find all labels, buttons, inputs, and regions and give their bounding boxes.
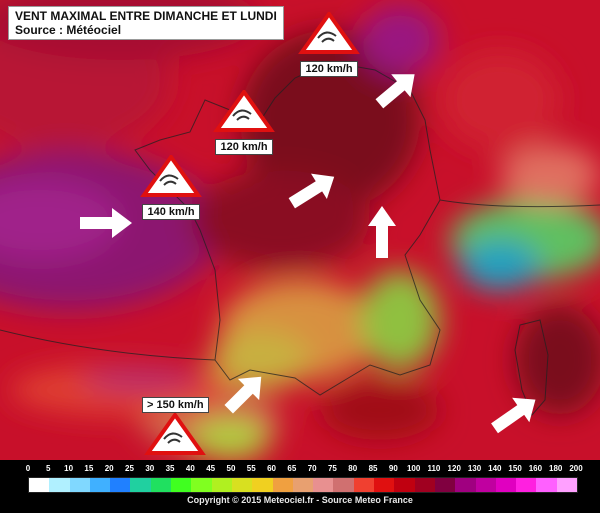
wind-warning-pyrenees: > 150 km/h xyxy=(142,395,209,460)
wind-warning-icon xyxy=(298,10,360,54)
legend-tick-label: 60 xyxy=(267,464,276,473)
wind-warning-icon xyxy=(144,411,207,455)
wind-warning-brittany: 140 km/h xyxy=(140,153,202,220)
legend-swatch xyxy=(49,478,70,492)
legend-swatch xyxy=(434,478,456,492)
legend-swatch xyxy=(171,478,192,492)
legend-swatch xyxy=(374,478,395,492)
legend-tick-label: 55 xyxy=(246,464,256,473)
legend-swatch xyxy=(495,478,517,492)
legend-tick-label: 100 xyxy=(406,464,421,473)
wind-warning-normandy: 120 km/h xyxy=(213,88,275,155)
wind-arrow-icon xyxy=(491,397,536,434)
legend-tick-label: 130 xyxy=(467,464,482,473)
legend-swatch xyxy=(414,478,435,492)
legend-swatch xyxy=(252,478,273,492)
wind-speed-label: 120 km/h xyxy=(215,139,273,155)
wind-speed-label: 140 km/h xyxy=(142,204,200,220)
legend-swatch xyxy=(516,478,537,492)
legend-tick-label: 180 xyxy=(549,464,563,473)
wind-arrow-icon xyxy=(375,74,415,109)
legend-swatch xyxy=(556,478,578,492)
legend-tick-label: 110 xyxy=(427,464,441,473)
legend-swatch xyxy=(536,478,557,492)
legend-tick-label: 120 xyxy=(447,464,461,473)
wind-speed-legend: 0 5 10 15 20 25 30 35 40 45 50 55 60 65 70 75 80 85 90 100 1… xyxy=(0,460,600,513)
legend-swatch xyxy=(29,478,50,492)
legend-tick-label: 200 xyxy=(569,464,583,473)
legend-tick-label: 30 xyxy=(145,464,155,473)
legend-tick-label: 35 xyxy=(165,464,175,473)
legend-tick-label: 45 xyxy=(206,464,216,473)
legend-swatch xyxy=(313,478,334,492)
legend-swatch xyxy=(110,478,131,492)
legend-swatch xyxy=(475,478,496,492)
legend-tick-label: 65 xyxy=(287,464,297,473)
wind-warning-icon xyxy=(213,88,275,132)
legend-swatch xyxy=(211,478,232,492)
legend-tick-label: 25 xyxy=(125,464,134,473)
legend-swatch xyxy=(394,478,415,492)
wind-speed-label: > 150 km/h xyxy=(142,397,209,413)
map-title: VENT MAXIMAL ENTRE DIMANCHE ET LUNDI xyxy=(15,9,277,23)
legend-tick-label: 140 xyxy=(488,464,502,473)
legend-tick-label: 20 xyxy=(104,464,114,473)
legend-tick-label: 0 xyxy=(25,464,31,473)
legend-swatch xyxy=(150,478,172,492)
legend-tick-label: 150 xyxy=(508,464,522,473)
legend-swatch xyxy=(272,478,293,492)
legend-tick-label: 10 xyxy=(64,464,74,473)
legend-tick-label: 5 xyxy=(46,464,51,473)
legend-swatch xyxy=(69,478,90,492)
wind-speed-label: 120 km/h xyxy=(300,61,358,77)
legend-tick-label: 70 xyxy=(307,464,317,473)
legend-tick-label: 90 xyxy=(388,464,398,473)
map-source: Source : Météociel xyxy=(15,23,122,37)
map-title-box: VENT MAXIMAL ENTRE DIMANCHE ET LUNDI Sou… xyxy=(8,6,284,40)
legend-swatch xyxy=(191,478,212,492)
wind-warning-north: 120 km/h xyxy=(298,10,360,77)
legend-swatch xyxy=(292,478,314,492)
legend-swatch xyxy=(333,478,354,492)
copyright-text: Copyright © 2015 Meteociel.fr - Source M… xyxy=(187,495,413,505)
legend-tick-label: 15 xyxy=(84,464,94,473)
legend-ticks: 0 5 10 15 20 25 30 35 40 45 50 55 60 65 70 75 80 85 90 100 1… xyxy=(25,464,583,476)
legend-color-bar xyxy=(28,477,578,493)
legend-swatch xyxy=(89,478,111,492)
wind-warning-icon xyxy=(140,153,202,197)
legend-tick-label: 50 xyxy=(226,464,236,473)
legend-tick-label: 85 xyxy=(368,464,378,473)
wind-arrow-icon xyxy=(224,376,262,414)
legend-swatch xyxy=(455,478,476,492)
legend-tick-label: 75 xyxy=(327,464,337,473)
legend-tick-label: 80 xyxy=(348,464,358,473)
legend-swatch xyxy=(353,478,375,492)
wind-arrow-icon xyxy=(368,206,396,258)
legend-swatch xyxy=(130,478,151,492)
legend-tick-label: 40 xyxy=(185,464,195,473)
legend-tick-label: 160 xyxy=(528,464,543,473)
wind-arrow-icon xyxy=(288,173,335,209)
legend-swatch xyxy=(231,478,253,492)
wind-arrow-icon xyxy=(80,208,132,238)
